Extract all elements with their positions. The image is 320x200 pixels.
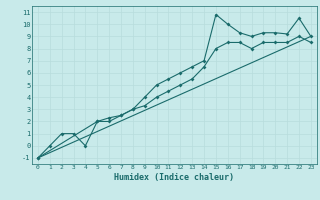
X-axis label: Humidex (Indice chaleur): Humidex (Indice chaleur) xyxy=(115,173,234,182)
